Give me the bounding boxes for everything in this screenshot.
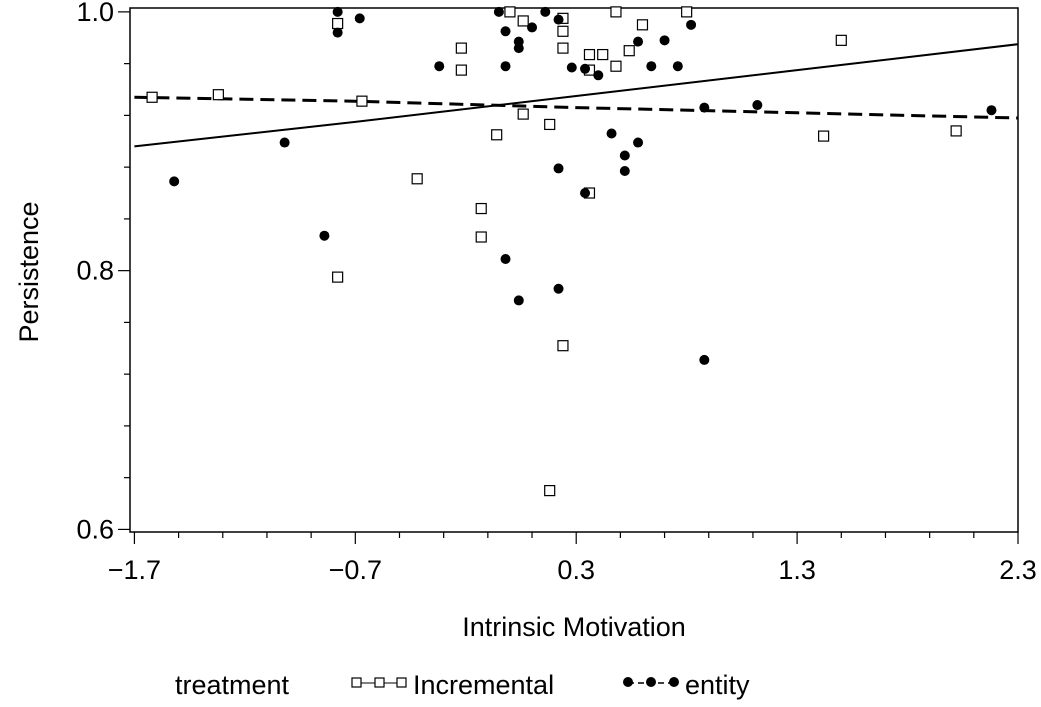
point-entity <box>553 283 564 294</box>
point-entity <box>319 230 330 241</box>
point-incremental <box>950 125 962 137</box>
point-incremental <box>610 60 622 72</box>
point-entity <box>279 137 290 148</box>
point-incremental <box>146 91 158 103</box>
y-tick-label: 0.6 <box>76 514 114 544</box>
point-incremental <box>212 89 224 101</box>
point-entity <box>633 137 644 148</box>
point-entity <box>434 61 445 72</box>
point-incremental <box>475 202 487 215</box>
point-incremental <box>544 118 556 131</box>
point-incremental <box>356 95 368 107</box>
point-incremental <box>681 6 693 18</box>
point-incremental <box>455 42 467 54</box>
point-entity <box>986 105 997 116</box>
point-entity <box>500 26 511 37</box>
y-tick-label: 1.0 <box>76 0 114 27</box>
point-entity <box>332 6 343 17</box>
legend: treatment Incremental entity <box>175 670 750 700</box>
point-entity <box>513 43 524 54</box>
point-incremental <box>557 340 569 352</box>
point-incremental <box>610 6 622 18</box>
point-entity <box>606 128 617 139</box>
point-incremental <box>455 64 467 76</box>
point-incremental <box>557 42 569 54</box>
point-entity <box>513 295 524 306</box>
point-incremental <box>411 173 423 185</box>
legend-title: treatment <box>175 670 290 700</box>
point-incremental <box>583 48 596 61</box>
point-incremental <box>491 129 503 141</box>
data-points <box>146 6 997 497</box>
point-incremental <box>835 34 847 46</box>
point-entity <box>619 166 630 177</box>
point-entity <box>580 63 591 74</box>
point-entity <box>580 188 591 199</box>
point-entity <box>672 61 683 72</box>
point-entity <box>354 13 365 24</box>
point-incremental <box>623 45 635 57</box>
point-entity <box>566 62 577 73</box>
point-entity <box>619 150 630 161</box>
point-entity <box>593 70 604 81</box>
point-entity <box>699 354 710 365</box>
legend-entity-symbol <box>623 677 679 687</box>
point-entity <box>646 61 657 72</box>
legend-label-incremental: Incremental <box>413 670 554 700</box>
point-entity <box>500 254 511 265</box>
point-entity <box>493 6 504 17</box>
point-entity <box>633 36 644 47</box>
fit-lines <box>134 43 1019 148</box>
point-incremental <box>332 271 344 283</box>
point-incremental <box>475 231 487 243</box>
legend-incremental-symbol <box>351 677 407 688</box>
x-tick-label: 2.3 <box>999 555 1037 585</box>
point-incremental <box>557 25 569 37</box>
point-entity <box>752 100 763 111</box>
point-entity <box>332 27 343 38</box>
fit-line-entity <box>134 43 1019 148</box>
point-incremental <box>504 6 516 18</box>
point-incremental <box>597 48 609 61</box>
point-entity <box>540 6 551 17</box>
point-incremental <box>517 108 529 120</box>
fit-line-incremental <box>134 95 1019 120</box>
y-tick-label: 0.8 <box>76 256 114 286</box>
x-tick-label: −0.7 <box>329 555 382 585</box>
point-incremental <box>517 15 529 27</box>
point-entity <box>553 163 564 174</box>
x-tick-label: 0.3 <box>557 555 595 585</box>
point-incremental <box>818 130 830 142</box>
point-entity <box>553 14 564 25</box>
x-tick-label: −1.7 <box>108 555 161 585</box>
x-axis-title: Intrinsic Motivation <box>462 612 686 642</box>
y-axis: 0.6 0.8 1.0 <box>76 0 130 544</box>
legend-label-entity: entity <box>685 670 750 700</box>
point-entity <box>686 19 697 30</box>
point-incremental <box>636 19 649 31</box>
plot-frame <box>129 7 1019 533</box>
x-axis: −1.7 −0.7 0.3 1.3 2.3 <box>108 532 1037 585</box>
point-incremental <box>332 17 344 30</box>
point-entity <box>659 35 670 46</box>
point-entity <box>699 102 710 113</box>
point-entity <box>169 176 180 187</box>
point-entity <box>500 61 511 72</box>
x-tick-label: 1.3 <box>778 555 816 585</box>
y-axis-title: Persistence <box>14 201 44 342</box>
point-entity <box>527 22 538 33</box>
point-incremental <box>544 484 556 497</box>
